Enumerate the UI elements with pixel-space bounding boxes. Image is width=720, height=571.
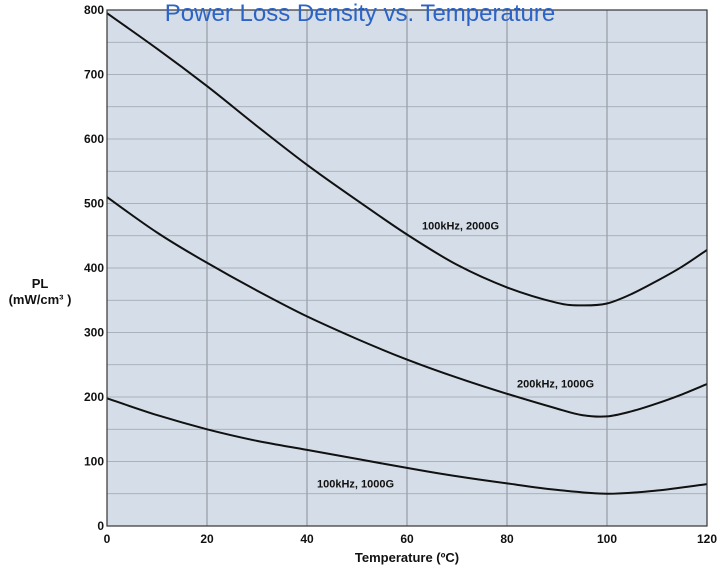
y-tick-label: 700 — [84, 68, 104, 82]
x-tick-label: 40 — [300, 532, 314, 546]
chart-title: Power Loss Density vs. Temperature — [165, 0, 555, 27]
y-tick-label: 800 — [84, 3, 104, 17]
y-axis-label-line2: (mW/cm³ ) — [9, 292, 72, 307]
y-tick-label: 200 — [84, 390, 104, 404]
y-axis-label-line1: PL — [32, 276, 49, 291]
x-tick-label: 60 — [400, 532, 414, 546]
y-tick-label: 0 — [97, 519, 104, 533]
y-tick-label: 400 — [84, 261, 104, 275]
y-tick-label: 300 — [84, 326, 104, 340]
x-tick-label: 80 — [500, 532, 514, 546]
series-label-1: 100kHz, 2000G — [422, 220, 499, 232]
x-tick-label: 20 — [200, 532, 214, 546]
series-label-3: 100kHz, 1000G — [317, 478, 394, 490]
y-tick-label: 100 — [84, 455, 104, 469]
x-tick-label: 0 — [104, 532, 111, 546]
series-label-2: 200kHz, 1000G — [517, 378, 594, 390]
y-tick-label: 500 — [84, 197, 104, 211]
tick-labels: 0 20 40 60 80 100 120 0 100 200 300 400 500 600 700 800 — [84, 3, 717, 546]
series-line-1 — [106, 12, 708, 307]
x-tick-label: 100 — [597, 532, 617, 546]
series-labels: 100kHz, 2000G 200kHz, 1000G 100kHz, 1000G — [317, 220, 594, 490]
x-axis-label: Temperature (ºC) — [355, 550, 459, 565]
x-tick-label: 120 — [697, 532, 717, 546]
series-line-3 — [106, 397, 708, 495]
plot-frame — [106, 9, 708, 527]
y-tick-label: 600 — [84, 132, 104, 146]
series-lines — [106, 12, 708, 495]
series-line-2 — [106, 196, 708, 418]
